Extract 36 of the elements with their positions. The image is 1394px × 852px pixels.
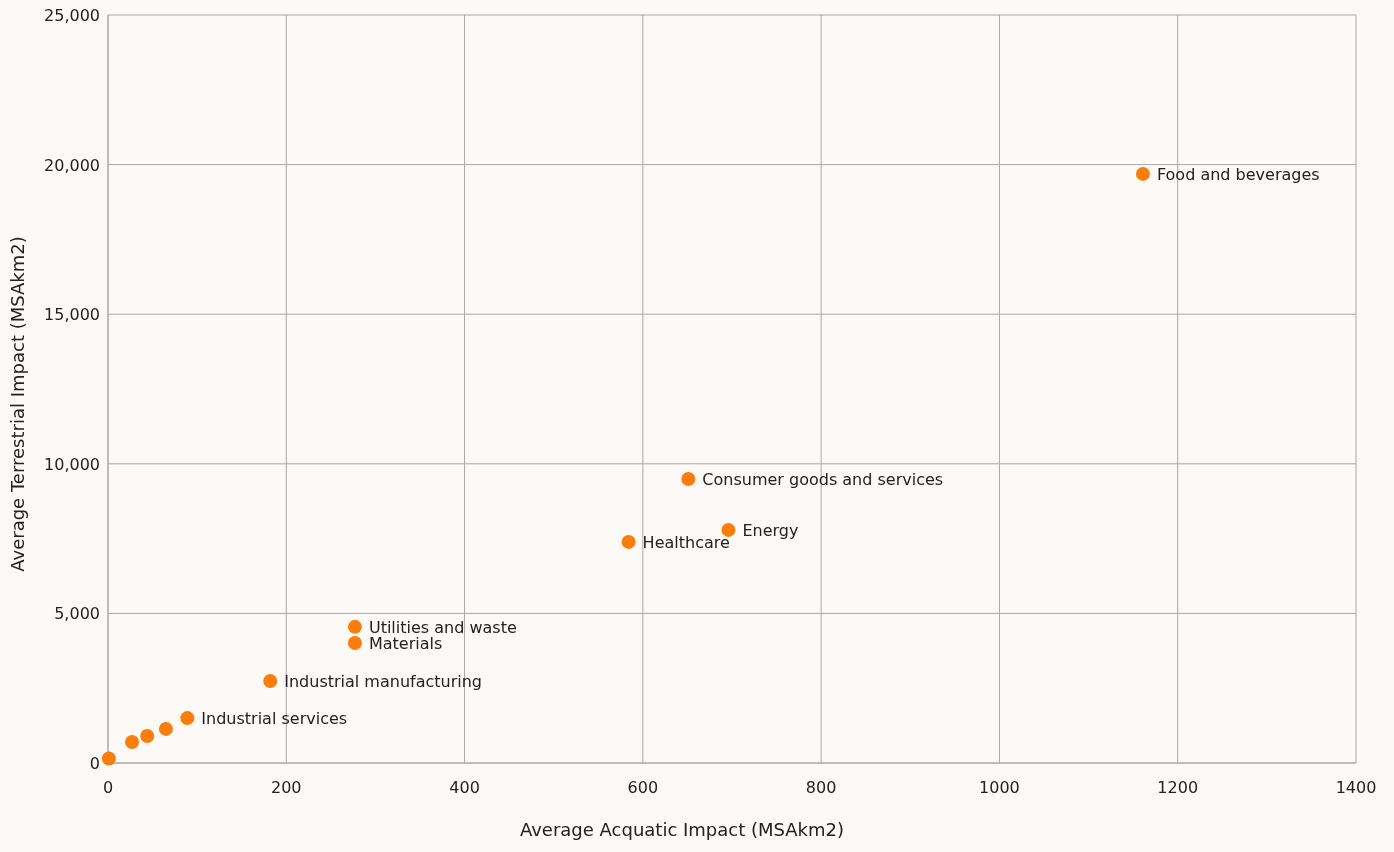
point [263,674,278,689]
x-tick-label: 1200 [1157,778,1199,797]
point [140,729,155,744]
point [125,735,140,750]
y-tick-label: 5,000 [54,604,100,624]
x-tick-label: 0 [102,778,114,797]
annotation: Industrial services [201,709,348,729]
point [621,534,636,549]
point [180,711,195,726]
annotation: Industrial manufacturing [284,672,483,692]
y-tick-label: 25,000 [44,6,100,25]
annotation: Food and beverages [1156,164,1320,184]
annotation: Materials [368,634,443,654]
point [158,721,173,736]
x-tick-label: 800 [805,778,837,797]
annotation: Healthcare [642,532,730,552]
annotation: Consumer goods and services [702,470,944,490]
y-tick-label: 15,000 [44,305,100,325]
annotation: Utilities and waste [368,617,517,637]
point [347,636,362,651]
point [347,619,362,634]
y-tick-label: 10,000 [44,454,100,474]
point [721,522,736,537]
x-tick-label: 600 [627,778,659,797]
point [1135,166,1150,181]
point [101,751,116,766]
point [681,472,696,487]
y-axis-title: Average Terrestrial Impact (MSAkm2) [7,236,28,572]
y-tick-label: 20,000 [44,155,100,175]
annotation: Energy [742,520,799,540]
x-tick-label: 400 [449,778,480,797]
x-tick-label: 200 [271,778,302,797]
y-tick-label: 0 [89,754,100,773]
x-tick-label: 1400 [1335,778,1377,797]
x-tick-label: 1000 [979,778,1020,797]
x-axis-title: Average Acquatic Impact (MSAkm2) [519,819,845,840]
